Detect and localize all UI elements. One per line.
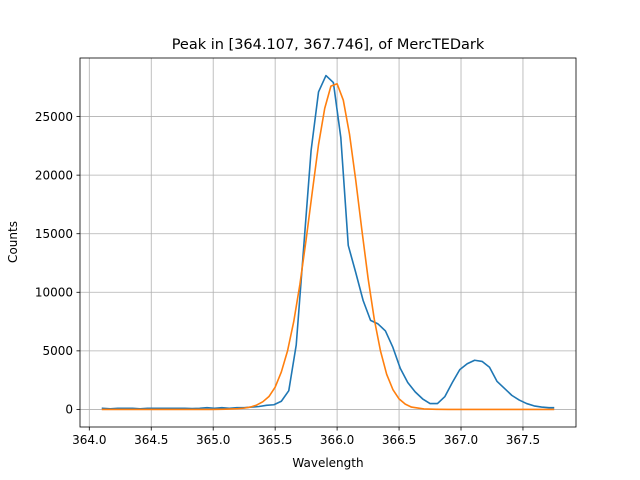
x-tick-label: 366.0 xyxy=(320,433,354,447)
y-tick-label: 25000 xyxy=(35,110,73,124)
y-axis-label: Counts xyxy=(6,221,20,263)
x-tick-label: 364.5 xyxy=(134,433,168,447)
y-axis: 0 5000 10000 15000 20000 25000 xyxy=(35,110,80,417)
x-tick-label: 366.5 xyxy=(382,433,416,447)
x-tick-label: 365.0 xyxy=(196,433,230,447)
y-tick-label: 5000 xyxy=(42,344,73,358)
x-tick-label: 367.0 xyxy=(444,433,478,447)
x-axis: 364.0 364.5 365.0 365.5 366.0 366.5 367.0 367.5 xyxy=(72,427,540,447)
x-tick-label: 367.5 xyxy=(506,433,540,447)
chart-title: Peak in [364.107, 367.746], of MercTEDar… xyxy=(172,37,485,53)
series-layer xyxy=(101,74,555,411)
y-tick-label: 10000 xyxy=(35,286,73,300)
x-tick-label: 365.5 xyxy=(258,433,292,447)
plot-frame xyxy=(79,57,577,428)
y-tick-label: 20000 xyxy=(35,168,73,182)
y-tick-label: 15000 xyxy=(35,227,73,241)
y-tick-label: 0 xyxy=(65,403,73,417)
series-line-2 xyxy=(101,82,555,411)
x-tick-label: 364.0 xyxy=(72,433,106,447)
x-axis-label: Wavelength xyxy=(292,456,363,470)
series-line-1 xyxy=(101,74,555,410)
